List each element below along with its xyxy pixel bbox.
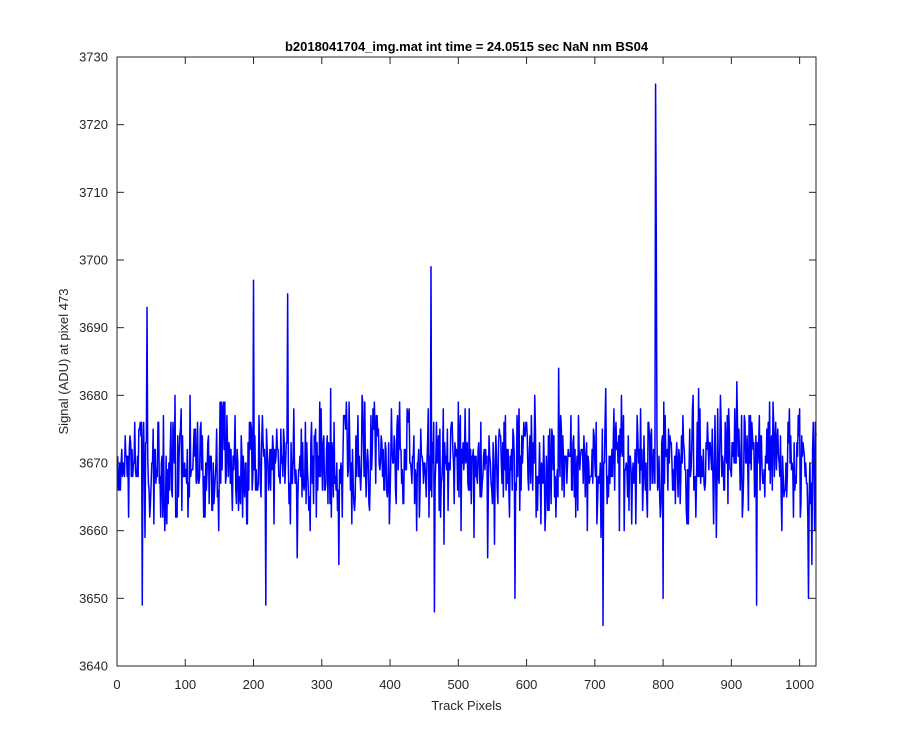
series-layer <box>116 83 817 627</box>
x-tick-label: 700 <box>584 677 606 692</box>
x-tick-label: 100 <box>174 677 196 692</box>
plot-frame <box>116 56 817 667</box>
x-tick-label: 900 <box>721 677 743 692</box>
x-tick-label: 500 <box>447 677 469 692</box>
y-tick-label: 3690 <box>79 320 108 335</box>
x-tick-label: 800 <box>652 677 674 692</box>
y-tick-label: 3700 <box>79 253 108 268</box>
y-tick-label: 3680 <box>79 388 108 403</box>
y-tick-label: 3650 <box>79 591 108 606</box>
x-tick-label: 1000 <box>785 677 814 692</box>
y-axis-label: Signal (ADU) at pixel 473 <box>56 289 71 435</box>
x-tick-label: 200 <box>243 677 265 692</box>
plot-background <box>117 57 816 666</box>
x-tick-label: 300 <box>311 677 333 692</box>
signal-series-line <box>116 83 817 627</box>
x-tick-label: 0 <box>113 677 120 692</box>
x-tick-label: 600 <box>516 677 538 692</box>
chart-title: b2018041704_img.mat int time = 24.0515 s… <box>285 39 649 54</box>
labels-layer: 0 100 200 300 400 500 600 700 800 900 1000 3640 3650… <box>79 50 814 693</box>
y-tick-label: 3640 <box>79 659 108 674</box>
y-tick-label: 3720 <box>79 117 108 132</box>
y-tick-label: 3730 <box>79 50 108 65</box>
x-tick-label: 400 <box>379 677 401 692</box>
y-tick-label: 3670 <box>79 456 108 471</box>
y-tick-label: 3710 <box>79 185 108 200</box>
y-tick-label: 3660 <box>79 523 108 538</box>
x-axis-label: Track Pixels <box>431 698 502 713</box>
